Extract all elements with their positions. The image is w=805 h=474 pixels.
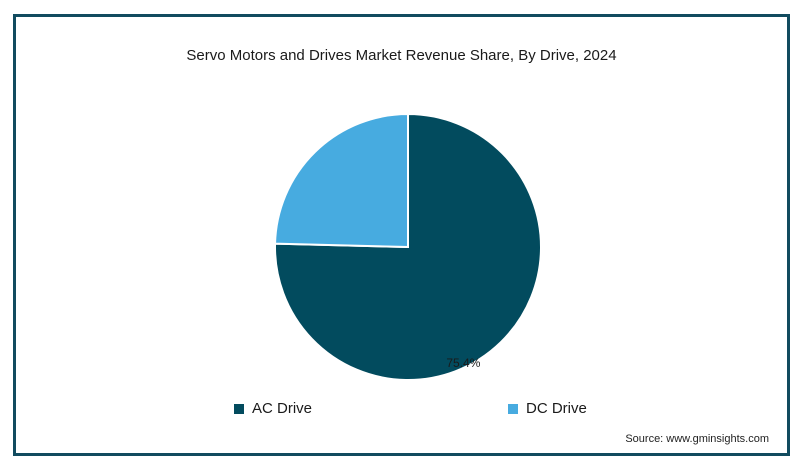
pie-chart: 75.4%: [274, 112, 542, 381]
legend-swatch-dc-drive: [508, 403, 518, 414]
legend-item-ac-drive: AC Drive: [234, 400, 312, 417]
legend-item-dc-drive: DC Drive: [508, 400, 587, 417]
chart-frame: Servo Motors and Drives Market Revenue S…: [13, 14, 790, 456]
legend-label-dc-drive: DC Drive: [526, 400, 587, 417]
chart-title: Servo Motors and Drives Market Revenue S…: [186, 47, 617, 64]
pie-slice-dc-drive: [274, 112, 409, 249]
source-note: Source: www.gminsights.com: [625, 433, 769, 445]
legend-swatch-ac-drive: [234, 403, 244, 414]
data-label-ac-drive: 75.4%: [446, 356, 480, 370]
legend-label-ac-drive: AC Drive: [252, 400, 313, 417]
